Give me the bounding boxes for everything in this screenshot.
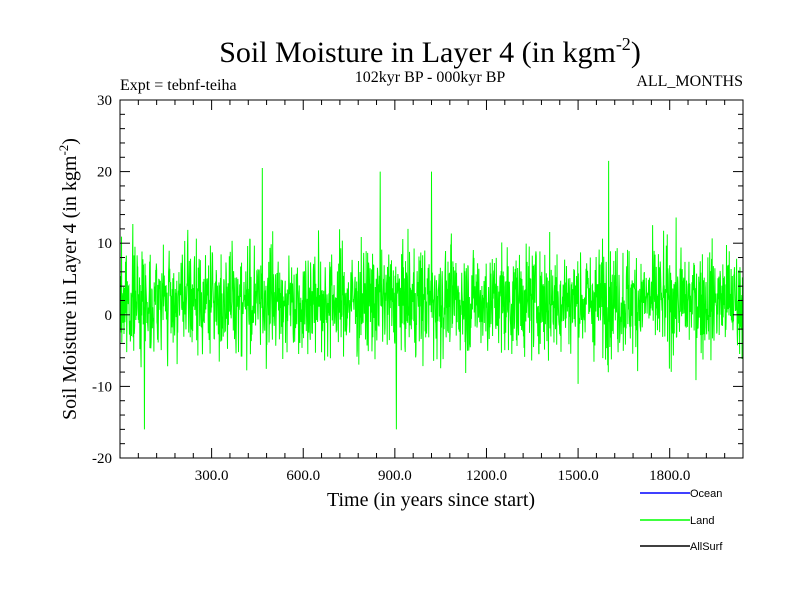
y-tick-label: 0 (105, 308, 113, 324)
x-tick-label: 600.0 (286, 468, 320, 484)
y-axis: -20 -10 0 10 20 30 (92, 93, 743, 467)
x-axis-label: Time (in years since start) (327, 489, 535, 511)
legend-land-label: Land (690, 515, 714, 527)
y-tick-label: 20 (97, 165, 112, 181)
legend: Ocean Land AllSurf (640, 488, 723, 553)
x-tick-label: 1500.0 (557, 468, 598, 484)
chart-subtitle: 102kyr BP - 000kyr BP (355, 69, 506, 86)
y-tick-label: -10 (92, 379, 112, 395)
series-land-line (119, 160, 744, 430)
y-tick-label: 30 (97, 93, 112, 109)
chart-title: Soil Moisture in Layer 4 (in kgm-2) (219, 34, 641, 69)
y-axis-label: Soil Moisture in Layer 4 (in kgm-2) (56, 138, 81, 420)
chart-title-superscript: -2 (616, 34, 631, 54)
expt-label: Expt = tebnf-teiha (120, 77, 237, 94)
plot-area (119, 160, 744, 430)
y-tick-label: -20 (92, 451, 112, 467)
y-tick-label: 10 (97, 236, 112, 252)
months-label: ALL_MONTHS (636, 73, 743, 90)
x-tick-label: 1200.0 (466, 468, 507, 484)
legend-ocean-label: Ocean (690, 488, 722, 500)
x-tick-label: 900.0 (378, 468, 412, 484)
x-tick-label: 1800.0 (649, 468, 690, 484)
legend-allsurf-label: AllSurf (690, 541, 723, 553)
y-axis-label-superscript: -2 (56, 145, 71, 156)
x-tick-label: 300.0 (195, 468, 229, 484)
x-axis: 300.0 600.0 900.0 1200.0 1500.0 1800.0 (137, 100, 726, 484)
